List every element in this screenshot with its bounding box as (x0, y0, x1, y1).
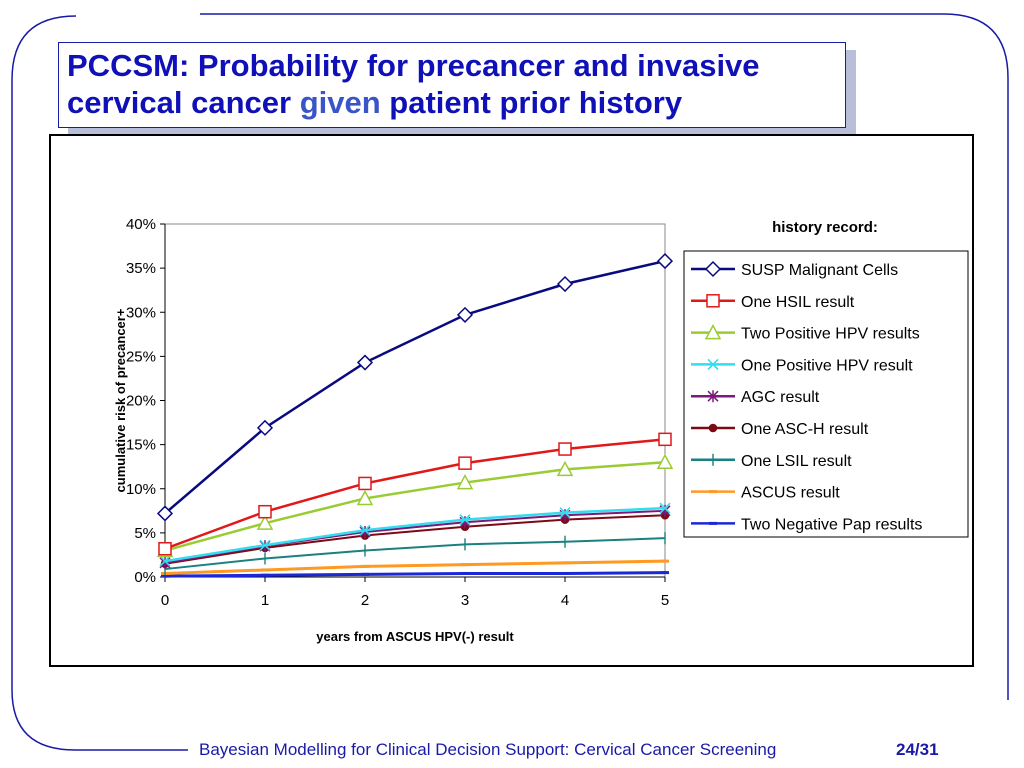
legend-item: One ASC-H result (691, 421, 869, 438)
legend-marker (704, 260, 722, 278)
y-tick-label: 10% (126, 481, 156, 498)
legend-marker (706, 294, 720, 308)
title-box: PCCSM: Probability for precancer and inv… (58, 42, 846, 128)
y-tick-label: 40% (126, 216, 156, 233)
legend-label: AGC result (741, 389, 820, 406)
data-point (259, 539, 271, 551)
y-tick-label: 5% (134, 525, 156, 542)
x-tick-label: 3 (461, 592, 469, 609)
series-4 (159, 502, 671, 567)
data-point (256, 514, 274, 530)
legend-box (683, 250, 969, 538)
series-9 (161, 571, 669, 578)
y-axis-label: cumulative risk of precancer+ (113, 308, 128, 492)
legend-item: Two Negative Pap results (691, 516, 922, 533)
y-tick-label: 0% (134, 569, 156, 586)
legend-label: One HSIL result (741, 294, 855, 311)
data-point (656, 453, 674, 470)
data-point (659, 502, 671, 514)
data-point (359, 524, 371, 536)
legend-item: Two Positive HPV results (691, 324, 920, 343)
data-point (456, 473, 474, 490)
y-tick-label: 20% (126, 393, 156, 410)
title-part-2: patient prior history (380, 85, 683, 120)
x-tick-label: 2 (361, 592, 369, 609)
data-point (459, 514, 471, 526)
x-tick-label: 5 (661, 592, 669, 609)
y-tick-label: 15% (126, 437, 156, 454)
page-number: 24/31 (896, 740, 939, 759)
data-point (159, 555, 171, 567)
title-given: given (299, 85, 381, 120)
legend-item: One Positive HPV result (691, 357, 913, 374)
series-line (164, 559, 666, 575)
data-point (258, 504, 272, 519)
data-point (558, 442, 572, 456)
data-point (556, 275, 574, 293)
x-tick-label: 4 (561, 592, 569, 609)
legend-marker (704, 324, 722, 340)
chart-container: 0% 5% 10% 15% 20% 25% 30% 35% 40% 0 1 2 3 4 5 years fro… (49, 134, 974, 667)
legend-item: One HSIL result (691, 294, 855, 311)
data-point (556, 460, 574, 477)
legend-label: SUSP Malignant Cells (741, 262, 898, 279)
legend-label: Two Negative Pap results (741, 516, 922, 533)
y-tick-label: 35% (126, 260, 156, 277)
data-point (356, 489, 374, 506)
footer-text: Bayesian Modelling for Clinical Decision… (199, 740, 777, 759)
series-line (164, 438, 666, 550)
x-tick-label: 0 (161, 592, 169, 609)
data-point (456, 306, 474, 323)
data-point (458, 456, 472, 470)
data-point (158, 542, 172, 556)
line-chart: 0% 5% 10% 15% 20% 25% 30% 35% 40% 0 1 2 3 4 5 years fro… (113, 216, 969, 644)
legend-label: One Positive HPV result (741, 357, 913, 374)
x-tick-label: 1 (261, 592, 269, 609)
legend-item: One LSIL result (691, 453, 852, 470)
legend-marker (707, 358, 719, 370)
legend-item: AGC result (691, 389, 820, 406)
legend-marker (707, 390, 719, 403)
series-line (164, 461, 666, 552)
series-line (164, 537, 666, 571)
data-point (356, 354, 374, 371)
legend-marker (708, 423, 718, 433)
series-line (164, 514, 666, 565)
legend-label: One ASC-H result (741, 421, 869, 438)
legend-label: Two Positive HPV results (741, 326, 920, 343)
legend-item: ASCUS result (691, 485, 840, 502)
data-point (358, 476, 372, 491)
series-1 (156, 253, 674, 522)
legend-label: ASCUS result (741, 485, 840, 502)
series-line (164, 571, 666, 578)
data-point (559, 507, 571, 519)
data-point (656, 253, 674, 270)
y-tick-label: 30% (126, 304, 156, 321)
legend-label: One LSIL result (741, 453, 852, 470)
x-axis-label: years from ASCUS HPV(-) result (316, 629, 514, 644)
series-2 (158, 432, 672, 556)
legend-title: history record: (772, 219, 878, 236)
data-point (156, 505, 174, 522)
series-line (164, 506, 666, 563)
data-point (658, 432, 672, 447)
slide-title: PCCSM: Probability for precancer and inv… (67, 47, 837, 121)
series-line (164, 259, 666, 515)
title-part-1: PCCSM: Probability for precancer and inv… (67, 48, 760, 120)
series-7 (164, 532, 666, 576)
y-tick-label: 25% (126, 348, 156, 365)
data-point (256, 419, 274, 436)
legend-item: SUSP Malignant Cells (691, 260, 898, 279)
